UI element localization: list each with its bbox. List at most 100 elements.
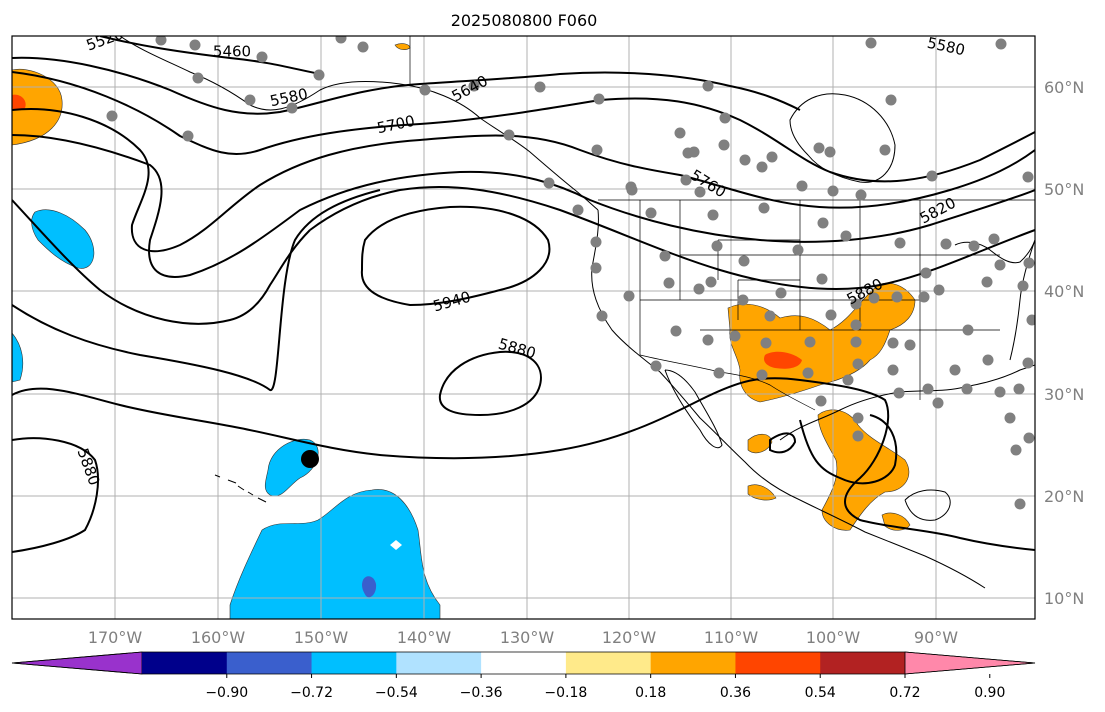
station-dot [949, 364, 961, 376]
station-dot [940, 238, 952, 250]
station-dot [816, 273, 828, 285]
station-dot [702, 80, 714, 92]
station-dot [968, 240, 980, 252]
negative-anomaly-region [31, 209, 95, 269]
station-dot [756, 369, 768, 381]
station-dot [817, 217, 829, 229]
contour-label: 5460 [213, 43, 251, 61]
station-dot [994, 386, 1006, 398]
longitude-tick-label: 90°W [914, 628, 958, 647]
yucatan [904, 489, 951, 521]
colorbar-segment [226, 652, 313, 674]
station-dot [702, 334, 714, 346]
colorbar-segment [311, 652, 397, 674]
station-dot [850, 298, 862, 310]
station-dot [887, 364, 899, 376]
east-coast [1009, 239, 1035, 361]
colorbar-tick-label: 0.72 [889, 685, 920, 701]
station-dot [192, 72, 204, 84]
map-title: 2025080800 F060 [451, 11, 598, 30]
station-dot [663, 277, 675, 289]
station-dot [893, 387, 905, 399]
station-dot [825, 309, 837, 321]
latitude-tick-label: 10°N [1044, 589, 1084, 608]
station-dot [737, 294, 749, 306]
longitude-tick-label: 170°W [88, 628, 143, 647]
station-dot [842, 374, 854, 386]
station-dot [926, 170, 938, 182]
station-dot [982, 354, 994, 366]
station-dot [796, 180, 808, 192]
neutral-speck [390, 540, 402, 550]
station-dot [590, 262, 602, 274]
latitude-labels: 60°N 50°N 40°N 30°N 20°N 10°N [1044, 78, 1084, 608]
station-dot [680, 174, 692, 186]
longitude-tick-label: 100°W [806, 628, 861, 647]
station-dot [244, 94, 256, 106]
station-dot [855, 189, 867, 201]
station-dot [988, 233, 1000, 245]
colorbar-tick-label: 0.54 [805, 685, 836, 701]
strong-positive-anomaly-region [12, 94, 26, 111]
colorbar-segment [142, 652, 228, 674]
station-dot [645, 207, 657, 219]
station-dot [1004, 412, 1016, 424]
station-dot [792, 244, 804, 256]
gridlines [12, 36, 1035, 619]
height-contours [12, 36, 1035, 553]
station-dot [596, 310, 608, 322]
us-mexico-border [639, 354, 816, 411]
station-dot [419, 84, 431, 96]
colorbar-segment [565, 652, 652, 674]
strong-negative-anomaly-region [362, 576, 377, 598]
contour-line [12, 437, 99, 553]
station-dot [313, 69, 325, 81]
station-dot [738, 255, 750, 267]
coastlines [119, 36, 1035, 589]
hudson-bay [789, 93, 896, 183]
latitude-tick-label: 50°N [1044, 180, 1084, 199]
station-dot [815, 395, 827, 407]
station-dot [852, 430, 864, 442]
station-dot [623, 290, 635, 302]
longitude-tick-label: 110°W [704, 628, 759, 647]
black-dot-marker [301, 450, 319, 468]
longitude-tick-label: 120°W [602, 628, 657, 647]
station-dot [1023, 257, 1035, 269]
station-dot [718, 139, 730, 151]
longitude-labels: 170°W 160°W 150°W 140°W 130°W 120°W 110°W 100°W… [88, 628, 958, 647]
colorbar-tick-label: −0.36 [460, 685, 503, 701]
contour-line [769, 432, 797, 454]
colorbar-extend-max [904, 651, 1036, 675]
station-dot [286, 102, 298, 114]
longitude-tick-label: 130°W [500, 628, 555, 647]
colorbar-tick-label: −0.18 [544, 685, 587, 701]
longitude-tick-label: 160°W [191, 628, 246, 647]
contour-label: 5580 [926, 34, 967, 60]
station-dot [503, 129, 515, 141]
station-dot [756, 161, 768, 173]
station-dot [764, 310, 776, 322]
colorbar-segment [650, 652, 736, 674]
station-dot [904, 339, 916, 351]
station-dot [1022, 171, 1034, 183]
contour-line [799, 414, 898, 485]
colorbar [11, 651, 1036, 675]
station-dot [766, 151, 778, 163]
colorbar-tick-label: −0.54 [375, 685, 418, 701]
colorbar-segment [735, 652, 821, 674]
contour-line [99, 36, 321, 75]
station-dot [670, 325, 682, 337]
station-dot [590, 236, 602, 248]
station-dot [920, 267, 932, 279]
latitude-tick-label: 60°N [1044, 78, 1084, 97]
longitude-tick-label: 150°W [294, 628, 349, 647]
contour-line [360, 205, 551, 307]
station-dot [468, 80, 480, 92]
station-dot [933, 284, 945, 296]
station-dot [865, 37, 877, 49]
station-dot [534, 81, 546, 93]
station-dot [852, 412, 864, 424]
